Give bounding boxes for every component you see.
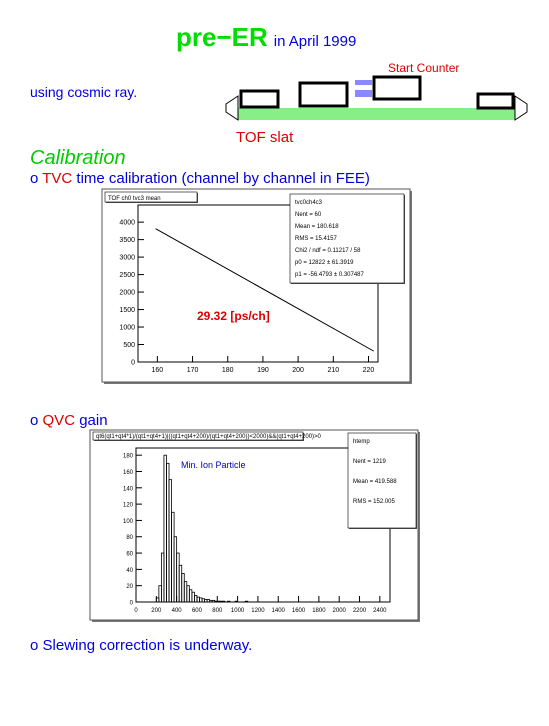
title-main: pre−ER	[176, 22, 268, 52]
x-tick-label: 170	[187, 367, 199, 374]
y-tick-label: 1500	[119, 307, 135, 314]
x-tick-label: 2400	[373, 608, 387, 614]
histogram-bar	[221, 600, 226, 603]
x-tick-label: 1400	[272, 608, 286, 614]
annotation: 29.32 [ps/ch]	[197, 309, 270, 323]
section-title: Calibration	[30, 147, 126, 169]
stats-line: Mean = 180.618	[295, 224, 339, 230]
annotation: Min. Ion Particle	[181, 460, 246, 470]
title-sub: in April 1999	[274, 33, 357, 50]
slat-label: TOF slat	[236, 129, 294, 146]
y-tick-label: 2500	[119, 272, 135, 279]
y-tick-label: 160	[123, 470, 134, 476]
y-tick-label: 80	[126, 535, 133, 541]
x-tick-label: 160	[152, 367, 164, 374]
x-tick-label: 2200	[353, 608, 367, 614]
x-tick-label: 180	[222, 367, 234, 374]
stats-line: Nent = 60	[295, 212, 322, 218]
title-box	[92, 431, 304, 441]
x-tick-label: 190	[257, 367, 269, 374]
y-tick-label: 0	[130, 601, 134, 607]
x-tick-label: 210	[327, 367, 339, 374]
y-tick-label: 180	[123, 454, 134, 460]
plot-title: TOF ch0 tvc3 mean	[108, 196, 161, 202]
intro: using cosmic ray.	[30, 84, 137, 100]
stats-line: Chi2 / ndf = 0.11217 / 58	[295, 248, 361, 254]
y-tick-label: 3000	[119, 255, 135, 262]
x-tick-label: 400	[172, 608, 183, 614]
histogram-bar	[234, 600, 238, 603]
y-tick-label: 60	[126, 552, 133, 558]
title-box	[104, 191, 198, 203]
x-tick-label: 200	[151, 608, 162, 614]
plot-title: qt6(qt1+qt4*1)/(qt1+qt4+1)|((qt1+qt4+200…	[96, 434, 322, 440]
x-tick-label: 1200	[251, 608, 265, 614]
stats-box	[289, 193, 405, 284]
histogram-bar	[227, 600, 231, 603]
x-tick-label: 200	[292, 367, 304, 374]
stats-line: Mean = 419.588	[353, 479, 397, 485]
x-tick-label: 1800	[312, 608, 326, 614]
stats-line: Nent = 1219	[353, 459, 387, 465]
item: o Slewing correction is underway.	[30, 637, 252, 654]
x-tick-label: 1000	[231, 608, 245, 614]
item: o TVC time calibration (channel by chann…	[30, 170, 370, 187]
y-tick-label: 120	[123, 503, 134, 509]
y-tick-label: 4000	[119, 220, 135, 227]
stats-line: p0 = 12822 ± 61.3919	[295, 260, 354, 266]
x-tick-label: 0	[134, 608, 138, 614]
stats-line: RMS = 152.005	[353, 499, 396, 505]
stats-line: htemp	[353, 439, 370, 445]
stats-box	[347, 432, 417, 529]
fit-line	[155, 228, 375, 352]
title: pre−ER in April 1999	[176, 22, 356, 52]
y-tick-label: 140	[123, 486, 134, 492]
y-tick-label: 0	[131, 360, 135, 367]
x-tick-label: 800	[212, 608, 223, 614]
detector-diagram: Start Counter TOF slat	[225, 61, 528, 146]
item: o QVC gain	[30, 412, 108, 429]
x-tick-label: 220	[363, 367, 375, 374]
histogram-bar	[244, 600, 249, 603]
start-counter-label: Start Counter	[388, 61, 459, 75]
stats-line: p1 = -56.4793 ± 0.307487	[295, 272, 365, 278]
y-tick-label: 40	[126, 568, 133, 574]
y-tick-label: 3500	[119, 237, 135, 244]
y-tick-label: 20	[126, 584, 133, 590]
x-tick-label: 1600	[292, 608, 306, 614]
y-tick-label: 500	[123, 342, 135, 349]
x-tick-label: 2000	[333, 608, 347, 614]
y-tick-label: 100	[123, 519, 134, 525]
y-tick-label: 1000	[119, 325, 135, 332]
stats-line: tvc0ch4c3	[295, 200, 323, 206]
stats-line: RMS = 15.4157	[295, 236, 338, 242]
y-tick-label: 2000	[119, 290, 135, 297]
x-tick-label: 600	[192, 608, 203, 614]
